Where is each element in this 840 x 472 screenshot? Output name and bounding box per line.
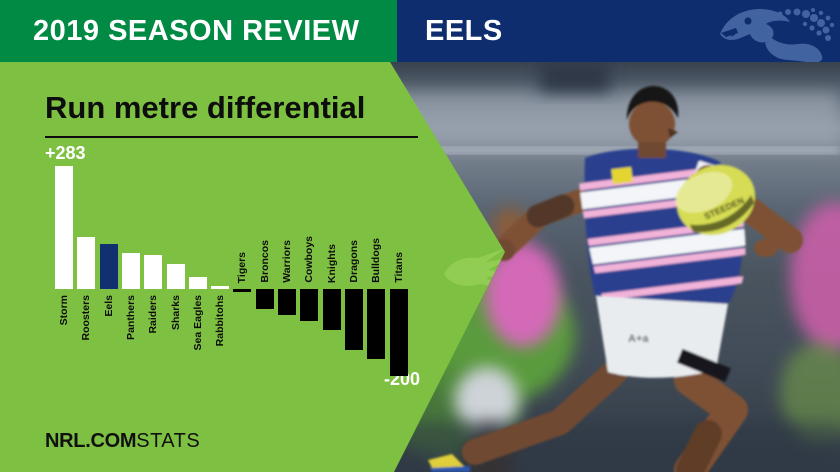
header-bar: 2019 SEASON REVIEW EELS xyxy=(0,0,840,62)
season-title: 2019 SEASON REVIEW xyxy=(33,14,360,47)
player-hair xyxy=(626,86,679,120)
hand-watermark-icon xyxy=(444,248,505,288)
eel-eye xyxy=(744,17,752,25)
photo-illustration: Actron STEEDEN xyxy=(390,62,840,472)
team-name: EELS xyxy=(425,14,503,47)
header-season-section: 2019 SEASON REVIEW xyxy=(0,0,397,62)
football: STEEDEN xyxy=(675,164,756,236)
player-head xyxy=(629,101,675,147)
player-photo: Actron STEEDEN xyxy=(390,62,840,472)
eel-mouth xyxy=(721,28,738,37)
eel-logo-icon xyxy=(720,8,835,62)
shorts-trim xyxy=(676,348,731,383)
shorts-text: A+a xyxy=(628,333,649,345)
chest-sponsor-patch xyxy=(611,166,633,185)
player-illustration: Actron STEEDEN xyxy=(428,86,803,472)
tattoo xyxy=(526,194,575,228)
header-team-section: EELS xyxy=(397,0,840,62)
eel-teeth xyxy=(723,31,736,37)
